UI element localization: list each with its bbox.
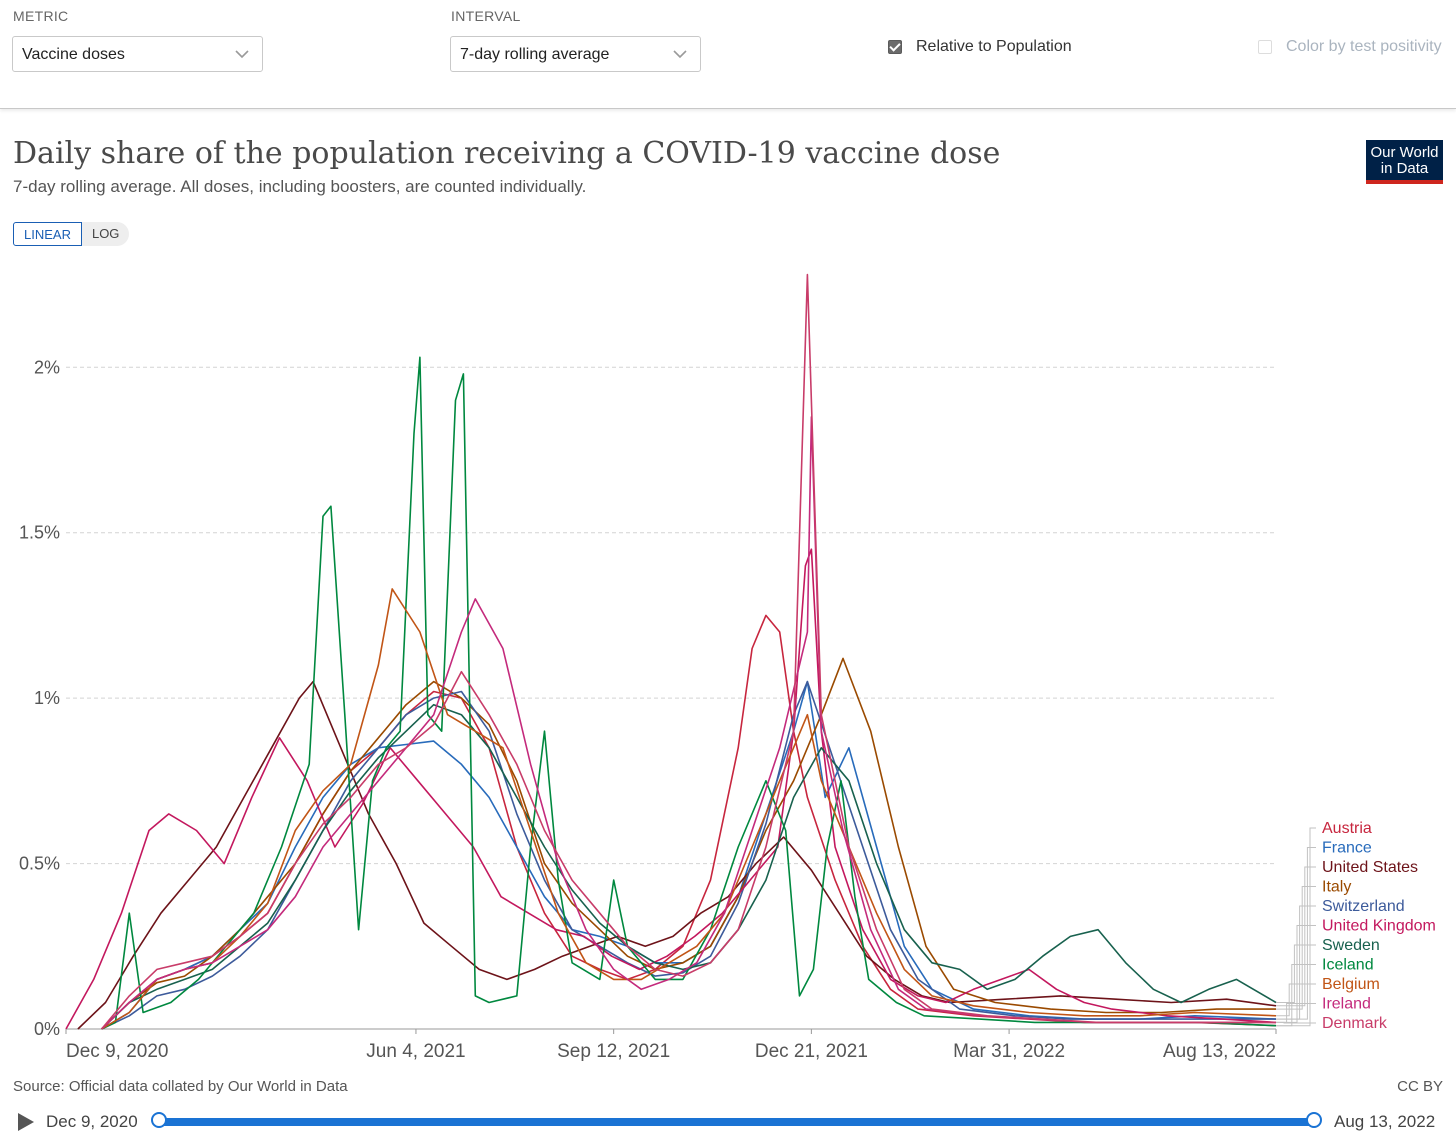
legend-connector (1276, 905, 1316, 1020)
legend: Austria France United States Italy Switzerla… (1276, 820, 1436, 1032)
interval-select-value: 7-day rolling average (460, 46, 610, 63)
series-line-united-kingdom[interactable] (65, 548, 1277, 1030)
legend-label-italy[interactable]: Italy (1322, 879, 1351, 896)
owid-logo[interactable]: Our World in Data (1366, 140, 1443, 184)
series-line-united-states[interactable] (77, 680, 1277, 1030)
series-line-sweden[interactable] (101, 703, 1277, 1030)
linear-scale-button[interactable]: LINEAR (13, 222, 82, 246)
series-line-ireland[interactable] (101, 416, 1276, 1030)
y-tick-label: 1.5% (19, 523, 60, 543)
y-gridlines: 0% 0.5% 1% 1.5% 2% (19, 357, 1276, 1039)
line-chart: 0% 0.5% 1% 1.5% 2% Dec 9, 2020 Jun 4, 2021 Sep… (19, 273, 1436, 1062)
x-tick-label: Mar 31, 2022 (953, 1041, 1065, 1062)
y-tick-label: 0.5% (19, 854, 60, 874)
legend-connector (1276, 1021, 1316, 1024)
scale-toggle: LINEAR LOG (13, 222, 130, 246)
timeline-end-label: Aug 13, 2022 (1334, 1112, 1436, 1131)
x-tick-label: Sep 12, 2021 (557, 1041, 670, 1062)
relative-to-population-label: Relative to Population (916, 38, 1072, 55)
interval-label: INTERVAL (451, 8, 521, 24)
x-tick-label: Jun 4, 2021 (366, 1041, 465, 1062)
x-tick-label: Aug 13, 2022 (1163, 1041, 1276, 1062)
y-tick-label: 2% (34, 357, 60, 377)
y-tick-label: 1% (34, 688, 60, 708)
chart-subtitle: 7-day rolling average. All doses, includ… (13, 177, 587, 196)
color-by-test-positivity-label: Color by test positivity (1286, 38, 1442, 55)
controls-bar: METRIC Vaccine doses INTERVAL 7-day roll… (0, 0, 1456, 109)
legend-label-france[interactable]: France (1322, 840, 1372, 857)
legend-label-sweden[interactable]: Sweden (1322, 937, 1380, 954)
series-line-belgium[interactable] (101, 588, 1277, 1030)
legend-connector (1276, 866, 1316, 1007)
timeline-track[interactable] (160, 1118, 1314, 1126)
color-by-test-positivity-toggle[interactable]: Color by test positivity (1258, 36, 1442, 58)
logo-line-2: in Data (1380, 160, 1429, 177)
log-scale-button[interactable]: LOG (81, 222, 130, 246)
legend-connector (1276, 983, 1316, 1017)
legend-label-iceland[interactable]: Iceland (1322, 957, 1374, 974)
metric-select-value: Vaccine doses (22, 46, 125, 63)
legend-label-belgium[interactable]: Belgium (1322, 976, 1380, 993)
relative-to-population-toggle[interactable]: Relative to Population (888, 36, 1072, 58)
legend-label-ireland[interactable]: Ireland (1322, 996, 1371, 1013)
license-link[interactable]: CC BY (1397, 1078, 1443, 1095)
chevron-down-icon (235, 50, 249, 59)
x-axis: Dec 9, 2020 Jun 4, 2021 Sep 12, 2021 Dec 21… (65, 1029, 1277, 1062)
legend-label-denmark[interactable]: Denmark (1322, 1015, 1388, 1032)
series-lines (65, 273, 1277, 1030)
x-tick-label: Dec 9, 2020 (66, 1041, 168, 1062)
legend-connector (1276, 964, 1316, 1027)
series-line-denmark[interactable] (100, 273, 1276, 1030)
timeline-end-handle[interactable] (1306, 1112, 1322, 1128)
timeline: Dec 9, 2020 Aug 13, 2022 (0, 1100, 1456, 1143)
metric-select[interactable]: Vaccine doses (12, 36, 263, 72)
chart-title: Daily share of the population receiving … (13, 136, 1001, 171)
series-line-iceland[interactable] (101, 356, 1277, 1030)
legend-label-united-kingdom[interactable]: United Kingdom (1322, 918, 1436, 935)
legend-label-austria[interactable]: Austria (1322, 820, 1372, 837)
series-line-france[interactable] (101, 680, 1277, 1030)
timeline-start-handle[interactable] (151, 1112, 167, 1128)
chevron-down-icon (673, 50, 687, 59)
source-note: Source: Official data collated by Our Wo… (13, 1078, 348, 1095)
timeline-start-label: Dec 9, 2020 (46, 1112, 138, 1131)
relative-to-population-checkbox[interactable] (888, 40, 902, 54)
color-by-test-positivity-checkbox[interactable] (1258, 40, 1272, 54)
series-line-switzerland[interactable] (101, 680, 1276, 1030)
legend-connector (1276, 944, 1316, 1003)
play-icon[interactable] (18, 1113, 34, 1131)
logo-line-1: Our World (1370, 144, 1439, 161)
interval-select[interactable]: 7-day rolling average (450, 36, 701, 72)
metric-label: METRIC (13, 8, 69, 24)
legend-label-united-states[interactable]: United States (1322, 859, 1418, 876)
legend-label-switzerland[interactable]: Switzerland (1322, 898, 1405, 915)
x-tick-label: Dec 21, 2021 (755, 1041, 868, 1062)
legend-connector (1276, 827, 1316, 1027)
y-tick-label: 0% (34, 1019, 60, 1039)
